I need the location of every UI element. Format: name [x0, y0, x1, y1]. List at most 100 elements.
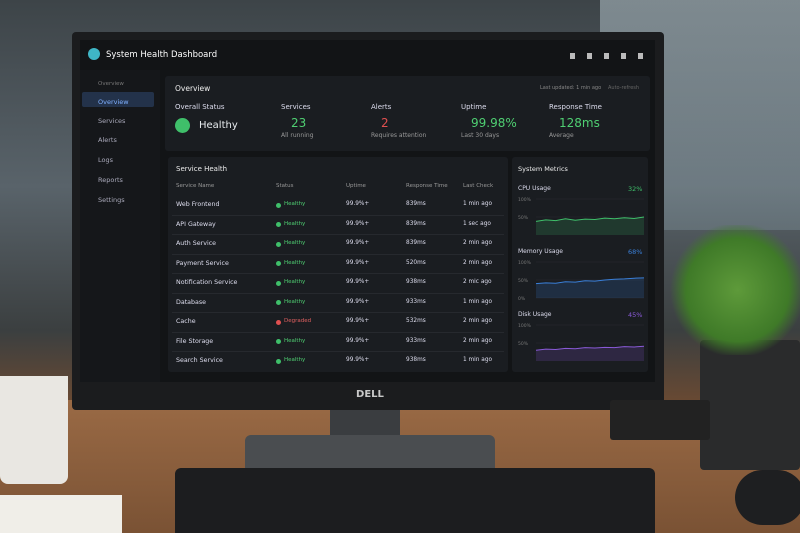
column-header: Service Name	[176, 183, 215, 189]
nav-item: Logs	[98, 156, 113, 164]
metric-label: CPU Usage	[518, 185, 551, 192]
mug	[0, 376, 68, 484]
card-value: 99.98%	[471, 116, 517, 130]
card-value: Healthy	[199, 120, 238, 131]
status-text: Healthy	[284, 357, 306, 363]
tick-label: 100%	[518, 323, 532, 329]
row-divider	[172, 273, 504, 274]
metric-value: 32%	[628, 185, 643, 193]
status-dot	[276, 358, 281, 364]
overview-panel: Overview Last updated: 1 min ago Auto-refr…	[165, 76, 650, 151]
cell: 1 min ago	[463, 201, 493, 207]
nav-item: Services	[98, 117, 126, 125]
cell: 839ms	[406, 201, 426, 207]
nav-section: Overview	[98, 81, 124, 87]
column-header: Status	[276, 183, 294, 189]
card-sub: Average	[549, 132, 574, 139]
panel-title: System Metrics	[518, 165, 568, 173]
column-header: Response Time	[406, 183, 448, 189]
tick-label: 100%	[518, 260, 532, 266]
sparkline: 100% 50%	[518, 197, 645, 235]
cell: Search Service	[176, 357, 223, 364]
keyboard	[175, 468, 655, 533]
status-text: Healthy	[284, 337, 306, 344]
cell: 520ms	[406, 259, 426, 266]
monitor-brand: DELL	[356, 389, 384, 400]
column-header: Last Check	[463, 183, 494, 189]
cell: Notification Service	[176, 279, 238, 286]
row-divider	[172, 292, 504, 294]
status-text: Degraded	[284, 318, 312, 324]
cell: 99.9%+	[346, 259, 370, 266]
status-text: Healthy	[284, 240, 306, 246]
auto-refresh: Auto-refresh	[608, 85, 640, 91]
cell: 938ms	[406, 357, 426, 363]
router	[610, 400, 710, 440]
card-sub: All running	[281, 132, 314, 139]
status-text: Healthy	[284, 201, 306, 207]
sparkline-line	[535, 345, 645, 351]
card-label: Alerts	[371, 103, 392, 111]
cell: 99.9%+	[346, 279, 370, 285]
status-dot	[276, 300, 281, 305]
metric-label: Disk Usage	[518, 311, 552, 318]
card-label: Response Time	[549, 103, 602, 111]
card-label: Uptime	[461, 103, 487, 111]
row-divider	[172, 312, 504, 313]
metric-value: 45%	[628, 311, 643, 319]
status-text: Healthy	[284, 220, 306, 227]
cell: 1 sec ago	[463, 220, 491, 227]
cell: 99.9%+	[346, 220, 370, 227]
card-value: 2	[381, 116, 389, 130]
status-dot	[276, 202, 281, 208]
status-dot	[276, 241, 281, 247]
cell: 532ms	[406, 318, 426, 324]
tick-label: 50%	[518, 215, 529, 221]
cell: Cache	[176, 318, 196, 325]
card-sub: Last 30 days	[461, 132, 500, 139]
cell: 1 min ago	[463, 298, 493, 305]
cell: 839ms	[406, 220, 426, 227]
nav-item: Reports	[98, 176, 123, 184]
cell: 938ms	[406, 279, 426, 285]
cell: 2 min ago	[463, 337, 493, 344]
dashboard: System Health Dashboard Overview Overview…	[80, 40, 655, 382]
panel-title: Overview	[175, 84, 211, 93]
tick-label: 100%	[518, 197, 532, 203]
panel-title: Service Health	[176, 165, 228, 173]
cell: 933ms	[406, 298, 426, 305]
row-divider	[172, 331, 504, 333]
sparkline-line	[535, 216, 645, 222]
status-dot	[276, 280, 281, 286]
tick-label: 0%	[518, 296, 526, 302]
status-icon	[175, 118, 190, 133]
row-divider	[172, 253, 504, 255]
app-title: System Health Dashboard	[106, 50, 218, 60]
sparkline: 100% 50%	[518, 323, 645, 361]
cell: 99.9%+	[346, 298, 370, 305]
plant-leaves	[670, 225, 800, 355]
nav-item: Overview	[98, 98, 129, 106]
plant-pot	[700, 340, 800, 470]
cell: 99.9%+	[346, 201, 370, 207]
cell: API Gateway	[176, 220, 216, 228]
logo	[88, 48, 100, 60]
status-dot	[276, 261, 281, 266]
cell: Web Frontend	[176, 201, 220, 208]
card-label: Overall Status	[175, 103, 225, 111]
status-text: Healthy	[284, 279, 306, 285]
metric-value: 68%	[628, 248, 643, 256]
sparkline: 100% 50% 0%	[518, 260, 645, 302]
cell: 99.9%+	[346, 240, 370, 246]
metrics-panel: System Metrics CPU Usage 32% 100% 50% Memory …	[512, 157, 648, 372]
sparkline-line	[535, 277, 645, 285]
cell: 99.9%+	[346, 357, 370, 363]
cell: 2 mic ago	[463, 279, 492, 285]
nav-item: Settings	[98, 196, 125, 204]
card-sub: Requires attention	[371, 132, 427, 139]
cell: File Storage	[176, 337, 214, 345]
mouse	[735, 470, 800, 525]
cell: 2 min ago	[463, 259, 493, 266]
status-text: Healthy	[284, 259, 306, 266]
